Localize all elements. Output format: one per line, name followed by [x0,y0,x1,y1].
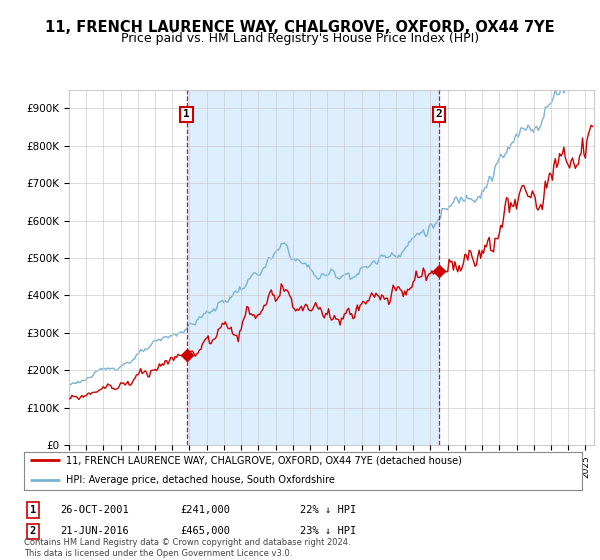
Text: Price paid vs. HM Land Registry's House Price Index (HPI): Price paid vs. HM Land Registry's House … [121,32,479,45]
Text: 22% ↓ HPI: 22% ↓ HPI [300,505,356,515]
Text: 1: 1 [183,110,190,119]
Text: £241,000: £241,000 [180,505,230,515]
Text: 2: 2 [30,526,36,536]
Text: 21-JUN-2016: 21-JUN-2016 [60,526,129,536]
Bar [187,90,439,445]
Text: 2: 2 [436,110,442,119]
Text: 11, FRENCH LAURENCE WAY, CHALGROVE, OXFORD, OX44 7YE: 11, FRENCH LAURENCE WAY, CHALGROVE, OXFO… [45,20,555,35]
Text: 1: 1 [30,505,36,515]
Text: 26-OCT-2001: 26-OCT-2001 [60,505,129,515]
Text: £465,000: £465,000 [180,526,230,536]
Text: 23% ↓ HPI: 23% ↓ HPI [300,526,356,536]
Text: 11, FRENCH LAURENCE WAY, CHALGROVE, OXFORD, OX44 7YE (detached house): 11, FRENCH LAURENCE WAY, CHALGROVE, OXFO… [66,455,462,465]
Text: Contains HM Land Registry data © Crown copyright and database right 2024.
This d: Contains HM Land Registry data © Crown c… [24,538,350,558]
Text: HPI: Average price, detached house, South Oxfordshire: HPI: Average price, detached house, Sout… [66,475,335,486]
